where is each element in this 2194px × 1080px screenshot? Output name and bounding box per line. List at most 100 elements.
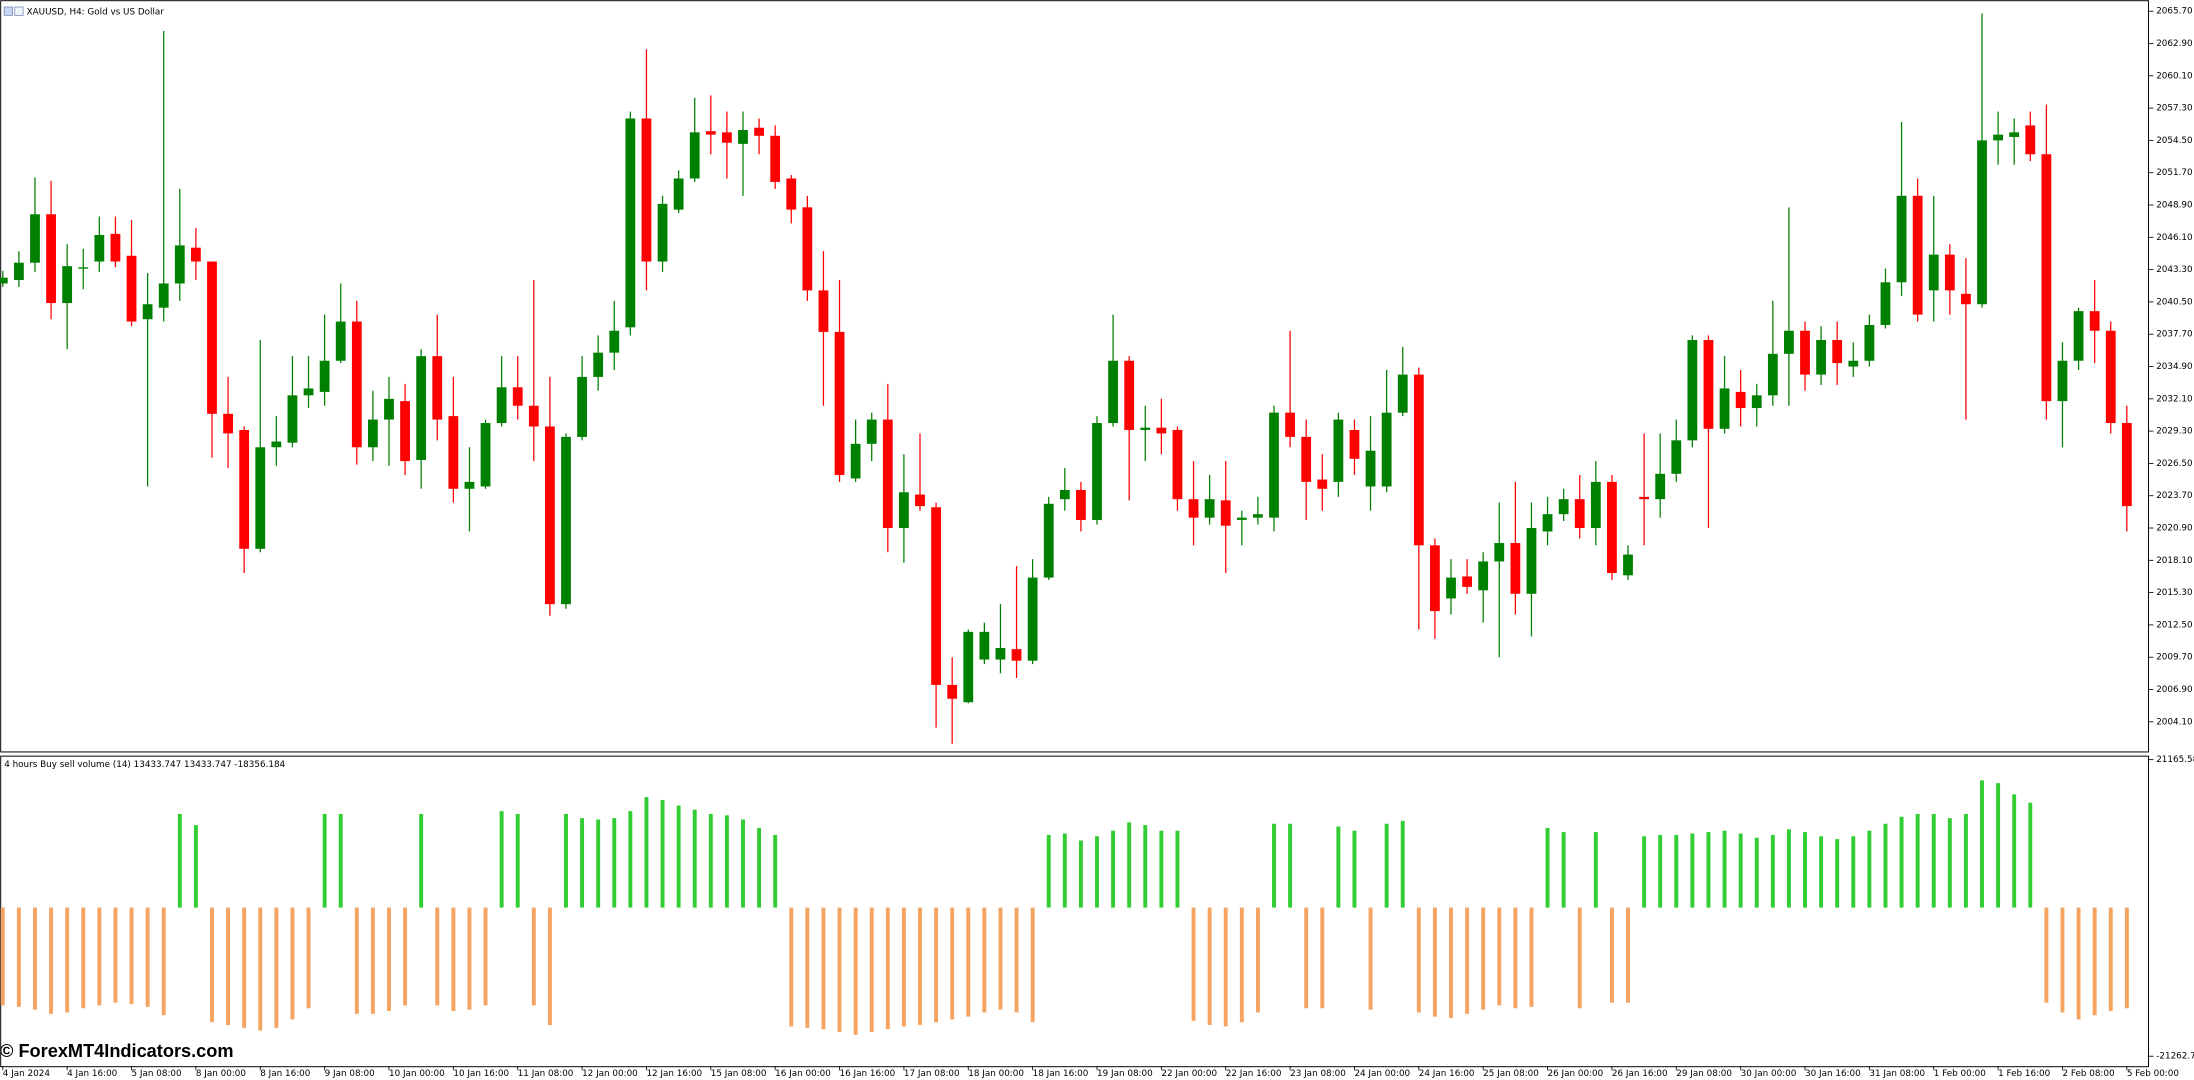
y-tick-label: 2065.70: [2156, 7, 2193, 17]
x-tick-label: 16 Jan 16:00: [840, 1069, 896, 1079]
volume-bar: [918, 907, 922, 1026]
x-tick-label: 5 Jan 08:00: [132, 1069, 183, 1079]
y-tick-label: 2026.50: [2156, 459, 2193, 469]
x-tick-label: 24 Jan 16:00: [1419, 1069, 1475, 1079]
volume-bar: [161, 907, 166, 1016]
candle-body: [2073, 311, 2084, 361]
candle-body: [78, 267, 89, 269]
candle-body: [738, 130, 748, 144]
volume-bar: [2124, 907, 2129, 1009]
volume-bar: [2044, 907, 2049, 1003]
candle-body: [1977, 140, 1987, 305]
volume-bar: [354, 907, 359, 1014]
volume-bar: [1803, 832, 1807, 908]
candle-body: [480, 423, 491, 487]
volume-bar: [966, 907, 971, 1017]
candle-body: [1220, 500, 1231, 526]
volume-bar: [580, 818, 585, 908]
volume-bar: [676, 805, 681, 908]
candle-body: [1172, 429, 1183, 500]
x-tick-label: 16 Jan 00:00: [775, 1069, 831, 1079]
x-tick-label: 4 Jan 16:00: [67, 1069, 118, 1079]
volume-bar: [1513, 907, 1518, 1009]
candle-body: [142, 304, 153, 320]
candle-body: [2105, 330, 2116, 424]
volume-bar: [2092, 907, 2097, 1016]
x-tick-label: 25 Jan 08:00: [1483, 1069, 1539, 1079]
volume-bar: [1336, 826, 1341, 908]
x-tick-label: 2 Feb 08:00: [2062, 1069, 2115, 1079]
volume-bar: [1529, 907, 1534, 1007]
x-tick-label: 22 Jan 00:00: [1161, 1069, 1217, 1079]
candle-body: [2041, 154, 2052, 402]
candle-body: [866, 419, 877, 444]
x-tick-label: 30 Jan 16:00: [1805, 1069, 1861, 1079]
volume-bar: [451, 907, 456, 1012]
volume-bar: [1143, 825, 1148, 908]
candle-body: [110, 233, 121, 262]
x-tick-label: 11 Jan 08:00: [518, 1069, 574, 1079]
volume-bar: [1690, 833, 1695, 908]
candle-body: [1365, 450, 1376, 487]
volume-bar: [1400, 820, 1405, 908]
candle-body: [384, 398, 394, 420]
candle-body: [979, 631, 990, 660]
volume-bar: [564, 813, 568, 908]
x-tick-label: 19 Jan 08:00: [1097, 1069, 1153, 1079]
volume-bar: [97, 907, 102, 1006]
candle-body: [1719, 388, 1730, 429]
x-tick-label: 12 Jan 00:00: [582, 1069, 638, 1079]
candle-body: [1027, 577, 1038, 661]
volume-bar: [1754, 837, 1759, 908]
candle-body: [963, 631, 974, 703]
volume-bar: [934, 907, 939, 1023]
y-tick-label: 2054.50: [2156, 136, 2193, 146]
volume-bar: [2060, 907, 2065, 1013]
volume-bar: [2108, 907, 2113, 1012]
candle-body: [351, 321, 362, 448]
volume-bar: [1770, 834, 1775, 908]
volume-bar: [1835, 839, 1840, 908]
volume-bar: [1272, 823, 1276, 908]
candle-body: [1623, 554, 1633, 576]
candle-body: [448, 416, 459, 489]
volume-bar: [2076, 907, 2081, 1020]
candle-body: [1478, 561, 1489, 591]
candle-body: [818, 290, 829, 332]
volume-bar: [1432, 907, 1437, 1017]
volume-bar: [113, 907, 118, 1003]
indicator-title: 4 hours Buy sell volume (14) 13433.747 1…: [4, 760, 285, 770]
candle-body: [1059, 489, 1070, 500]
candle-body: [1864, 324, 1875, 361]
indicator-frame: [0, 755, 2150, 1068]
volume-bar: [1996, 783, 2001, 908]
candle-body: [1188, 499, 1199, 518]
volume-bar: [741, 819, 745, 908]
volume-bar: [1899, 816, 1904, 908]
volume-bar: [1947, 818, 1952, 908]
candle-body: [1043, 503, 1054, 578]
candle-body: [545, 426, 555, 605]
candle-body: [0, 277, 8, 284]
x-tick-label: 5 Feb 00:00: [2127, 1069, 2180, 1079]
candle-body: [1542, 514, 1553, 532]
candle-body: [1108, 360, 1118, 424]
candle-body: [1880, 282, 1891, 325]
x-tick-label: 17 Jan 08:00: [904, 1069, 960, 1079]
candle-body: [94, 235, 105, 262]
volume-bar: [982, 907, 987, 1013]
volume-bar: [1030, 907, 1035, 1023]
candle-body: [1397, 374, 1408, 413]
plot-layer: 2065.70 2062.90 2060.10 2057.30 2054.50 2051.…: [0, 7, 2194, 1079]
y-tick-label: 2023.70: [2156, 491, 2193, 501]
y-tick-label: 2037.70: [2156, 330, 2193, 340]
volume-bar: [306, 907, 311, 1009]
candle-body: [13, 262, 24, 280]
volume-bar: [2012, 794, 2017, 908]
candle-body: [1526, 528, 1537, 594]
volume-bar: [65, 907, 70, 1013]
candle-body: [561, 436, 571, 605]
y-tick-label: 2062.90: [2156, 39, 2193, 49]
candle-body: [1816, 339, 1827, 375]
volume-bar: [1159, 830, 1164, 908]
